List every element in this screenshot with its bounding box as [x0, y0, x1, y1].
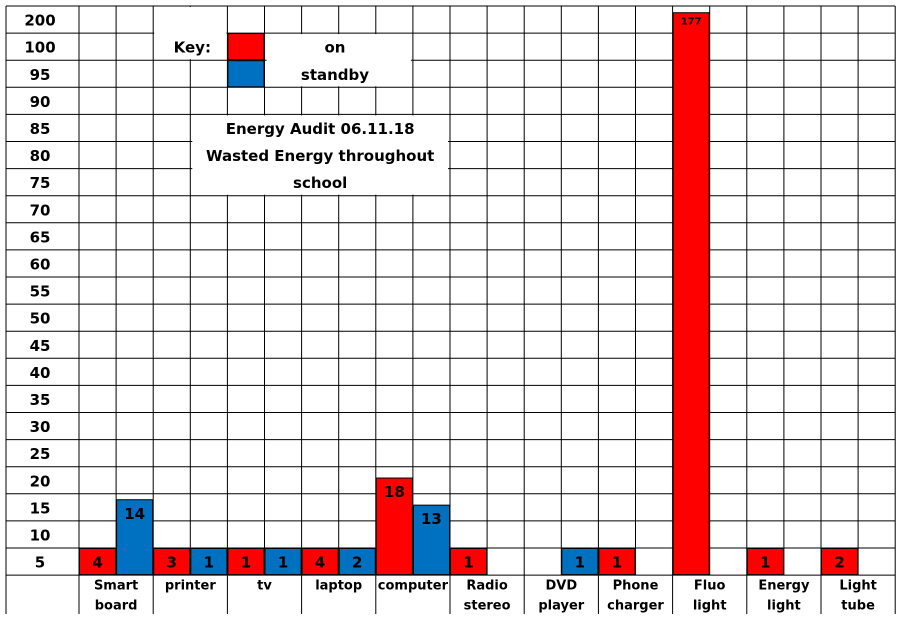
category-label: computer	[378, 579, 449, 594]
data-label: 2	[834, 554, 844, 572]
bar-standby	[264, 548, 302, 576]
y-tick-label: 55	[30, 283, 51, 301]
category-label: tv	[257, 579, 272, 594]
data-label: 1	[575, 554, 585, 572]
y-tick-label: 60	[30, 255, 51, 273]
category-label: charger	[607, 599, 664, 614]
data-label: 1	[204, 554, 214, 572]
legend-label: standby	[301, 66, 369, 84]
y-tick-label: 10	[30, 526, 51, 544]
data-label: 18	[384, 483, 405, 501]
category-label: laptop	[315, 579, 362, 594]
category-label: light	[693, 599, 727, 614]
category-label: player	[538, 599, 584, 614]
data-label: 1	[241, 554, 251, 572]
category-label: board	[95, 599, 138, 614]
data-label: 4	[92, 554, 102, 572]
y-tick-label: 25	[30, 445, 51, 463]
bar-standby	[561, 548, 599, 576]
category-label: Energy	[758, 579, 810, 594]
data-label: 2	[352, 554, 362, 572]
bar-on	[375, 477, 413, 576]
data-label: 177	[681, 17, 702, 28]
data-label: 4	[315, 554, 325, 572]
chart-title: Energy Audit 06.11.18	[226, 120, 415, 138]
y-tick-label: 90	[30, 93, 51, 111]
category-label: light	[767, 599, 801, 614]
bar-on	[227, 548, 265, 576]
data-label: 13	[421, 510, 442, 528]
y-tick-label: 85	[30, 120, 51, 138]
y-tick-label: 45	[30, 337, 51, 355]
legend-swatch-standby	[227, 60, 265, 88]
legend-bg	[154, 7, 227, 60]
y-tick-label: 100	[24, 39, 55, 57]
bar-standby	[338, 548, 376, 576]
category-label: Light	[839, 579, 877, 594]
bar-on	[598, 548, 636, 576]
y-tick-label: 5	[35, 554, 45, 572]
bar-on	[821, 548, 859, 576]
y-tick-label: 80	[30, 147, 51, 165]
data-label: 14	[124, 505, 145, 523]
bar-on	[79, 548, 117, 576]
data-label: 1	[612, 554, 622, 572]
y-tick-label: 30	[30, 418, 51, 436]
bar-on	[746, 548, 784, 576]
bar-on	[301, 548, 339, 576]
bar-standby	[412, 504, 450, 576]
category-label: Phone	[613, 579, 659, 594]
category-label: Radio	[466, 579, 508, 594]
bar-standby	[116, 499, 154, 576]
bar-on	[672, 12, 710, 576]
category-label: DVD	[545, 579, 577, 594]
category-label: printer	[165, 579, 216, 594]
y-tick-label: 35	[30, 391, 51, 409]
category-label: Fluo	[694, 579, 726, 594]
y-tick-label: 50	[30, 310, 51, 328]
bar-on	[450, 548, 488, 576]
data-label: 1	[760, 554, 770, 572]
category-label: Smart	[94, 579, 138, 594]
bar-on	[153, 548, 191, 576]
y-tick-label: 40	[30, 364, 51, 382]
chart-title: school	[293, 174, 347, 192]
y-tick-label: 95	[30, 66, 51, 84]
bar-standby	[190, 548, 228, 576]
legend-swatch-on	[227, 33, 265, 61]
category-label: tube	[841, 599, 875, 614]
legend-bg	[266, 34, 411, 87]
y-tick-label: 15	[30, 499, 51, 517]
y-tick-label: 70	[30, 201, 51, 219]
y-tick-label: 75	[30, 174, 51, 192]
y-tick-label: 200	[24, 12, 55, 30]
data-label: 3	[167, 554, 177, 572]
data-label: 1	[278, 554, 288, 572]
title-box	[192, 115, 448, 195]
chart-title: Wasted Energy throughout	[206, 147, 434, 165]
y-tick-label: 65	[30, 228, 51, 246]
legend-key-label: Key:	[174, 39, 211, 57]
category-label: stereo	[464, 599, 511, 614]
legend-label: on	[324, 39, 345, 57]
data-label: 1	[463, 554, 473, 572]
y-tick-label: 20	[30, 472, 51, 490]
